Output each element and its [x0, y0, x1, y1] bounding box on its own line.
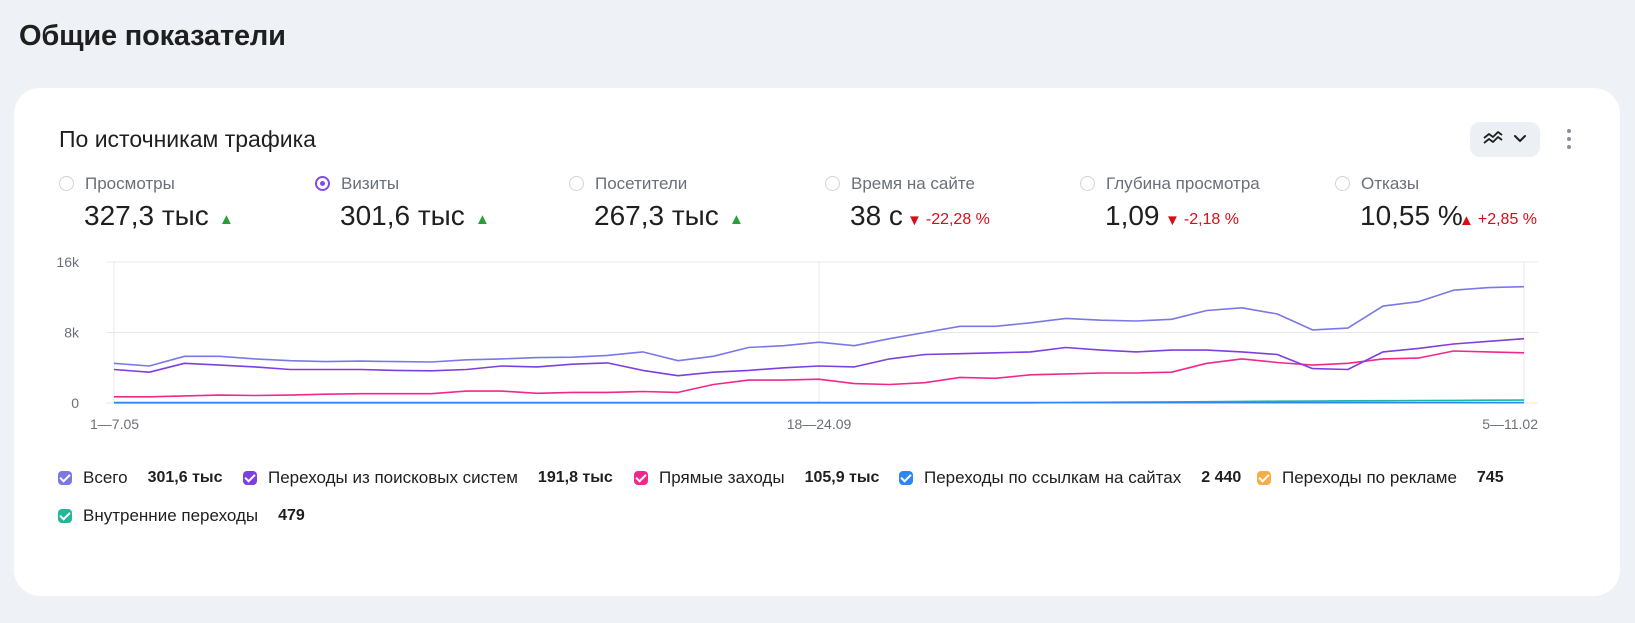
- metric-value: 267,3 тыс: [594, 200, 719, 231]
- y-tick-label: 8k: [64, 325, 80, 341]
- metric-label: Визиты: [341, 174, 400, 193]
- card-title: По источникам трафика: [59, 126, 316, 152]
- legend-name: Переходы по ссылкам на сайтах: [924, 468, 1182, 487]
- checkbox-icon[interactable]: [634, 471, 648, 485]
- legend-value: 2 440: [1201, 469, 1242, 486]
- legend-value: 479: [278, 507, 305, 524]
- series-line: [113, 285, 1525, 367]
- legend-value: 191,8 тыс: [537, 469, 613, 486]
- chevron-down-icon: [1513, 131, 1527, 149]
- trend-up-icon: ▲: [475, 211, 490, 228]
- legend-name: Переходы по рекламе: [1282, 468, 1457, 487]
- metric-label: Отказы: [1361, 174, 1420, 193]
- trend-down-icon: ▼: [1165, 211, 1180, 229]
- legend-item-links[interactable]: Переходы по ссылкам на сайтах 2 440: [899, 468, 1241, 488]
- page-title: Общие показатели: [19, 20, 286, 52]
- metric-change: ▲ +2,85 %: [1459, 211, 1538, 229]
- legend-item-ads[interactable]: Переходы по рекламе 745: [1257, 468, 1504, 488]
- trend-down-icon: ▼: [907, 211, 922, 229]
- legend-value: 301,6 тыс: [147, 469, 223, 486]
- legend-item-search[interactable]: Переходы из поисковых систем 191,8 тыс: [243, 468, 613, 488]
- more-vertical-icon[interactable]: [1559, 124, 1579, 154]
- legend-item-total[interactable]: Всего 301,6 тыс: [58, 468, 222, 488]
- metric-value: 38 с: [850, 200, 903, 231]
- traffic-line-chart: 0 8k 16k 1—7.05 18—24.09 5—11.02: [56, 256, 1538, 432]
- metric-change: ▼ -22,28 %: [907, 211, 990, 229]
- checkbox-icon[interactable]: [899, 471, 913, 485]
- metric-radio[interactable]: [315, 176, 330, 191]
- metric-value: 1,09: [1105, 200, 1160, 231]
- legend-name: Прямые заходы: [659, 468, 785, 487]
- legend-item-internal[interactable]: Внутренние переходы 479: [58, 506, 305, 526]
- metric-label: Глубина просмотра: [1106, 174, 1260, 193]
- metrics-row: Просмотры 327,3 тыс ▲ Визиты 301,6 тыс ▲…: [59, 174, 1599, 244]
- legend-value: 105,9 тыс: [804, 469, 880, 486]
- checkbox-icon[interactable]: [58, 471, 72, 485]
- legend-name: Всего: [83, 468, 128, 487]
- y-tick-label: 0: [71, 395, 79, 411]
- metric-value: 10,55 %: [1360, 200, 1463, 231]
- metric-value: 301,6 тыс: [340, 200, 465, 231]
- area-chart-icon: [1483, 129, 1503, 150]
- trend-up-icon: ▲: [729, 211, 744, 228]
- metric-radio[interactable]: [569, 176, 584, 191]
- legend-value: 745: [1476, 469, 1504, 486]
- legend-name: Переходы из поисковых систем: [268, 468, 518, 487]
- y-tick-label: 16k: [56, 256, 80, 270]
- metric-label: Посетители: [595, 174, 688, 193]
- metric-radio[interactable]: [1080, 176, 1095, 191]
- series-line: [113, 337, 1525, 377]
- checkbox-icon[interactable]: [243, 471, 257, 485]
- x-tick-label: 18—24.09: [787, 416, 852, 432]
- metric-radio[interactable]: [1335, 176, 1350, 191]
- legend-name: Внутренние переходы: [83, 506, 259, 525]
- legend-item-direct[interactable]: Прямые заходы 105,9 тыс: [634, 468, 879, 488]
- checkbox-icon[interactable]: [1257, 471, 1271, 485]
- x-tick-label: 1—7.05: [90, 416, 139, 432]
- traffic-sources-card: По источникам трафика Просмотры 327,3 ты…: [14, 88, 1620, 596]
- metric-radio[interactable]: [59, 176, 74, 191]
- metric-label: Просмотры: [85, 174, 175, 193]
- trend-up-icon: ▲: [219, 211, 234, 228]
- checkbox-icon[interactable]: [58, 509, 72, 523]
- trend-up-icon: ▲: [1459, 211, 1474, 229]
- metric-label: Время на сайте: [851, 174, 975, 193]
- x-tick-label: 5—11.02: [1482, 416, 1538, 432]
- metric-value: 327,3 тыс: [84, 200, 209, 231]
- series-line: [114, 350, 1525, 398]
- chart-type-dropdown[interactable]: [1470, 122, 1540, 157]
- metric-change: ▼ -2,18 %: [1165, 211, 1239, 229]
- metric-radio[interactable]: [825, 176, 840, 191]
